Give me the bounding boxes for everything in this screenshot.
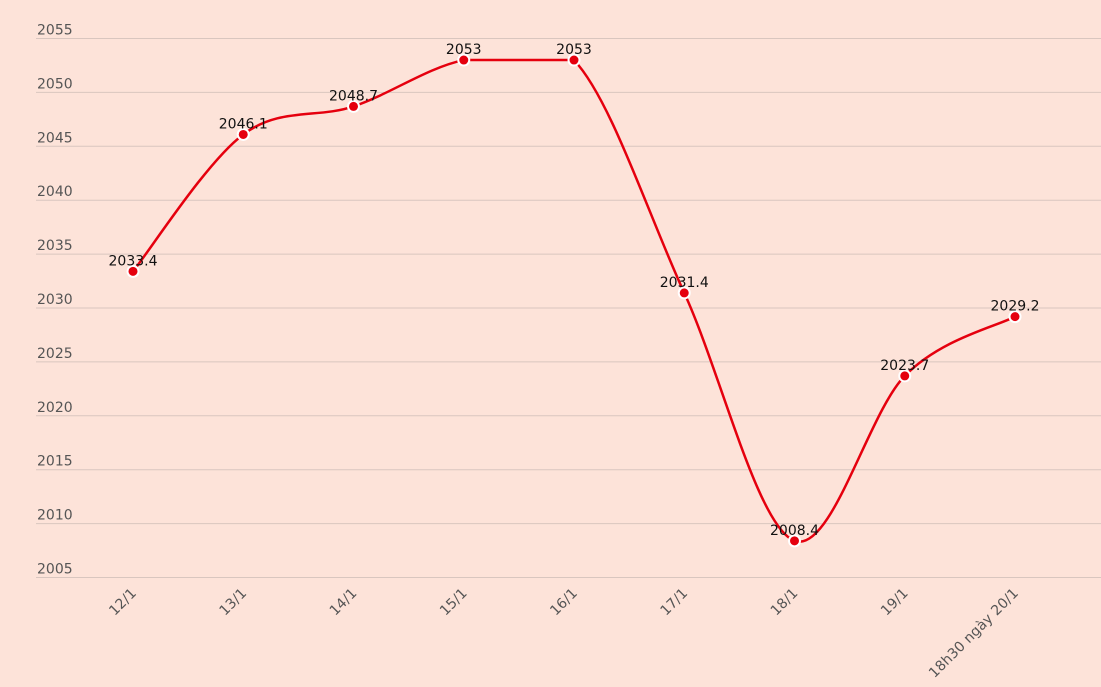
x-tick-label: 16/1 xyxy=(547,586,581,620)
data-point xyxy=(236,127,250,141)
data-label: 2053 xyxy=(446,42,482,58)
data-point xyxy=(457,53,471,67)
y-tick-label: 2045 xyxy=(37,130,73,146)
y-axis-ticks: 2005 2010 2015 2020 2025 2030 2035 2040 2045 2050… xyxy=(37,23,73,578)
x-axis-ticks: 12/1 13/1 14/1 15/1 16/1 17/1 18/1 19/1 18h30 ng… xyxy=(106,586,1022,682)
data-label: 2029.2 xyxy=(991,299,1040,315)
data-label: 2023.7 xyxy=(880,358,929,374)
x-tick-label: 18/1 xyxy=(768,586,802,620)
data-point xyxy=(677,286,691,300)
x-tick-label: 17/1 xyxy=(658,586,692,620)
data-point xyxy=(1008,310,1022,324)
data-point xyxy=(898,369,912,383)
x-tick-label: 18h30 ngày 20/1 xyxy=(926,586,1022,682)
y-tick-label: 2030 xyxy=(37,292,73,308)
grid-lines xyxy=(36,38,1101,578)
x-tick-label: 19/1 xyxy=(878,586,912,620)
data-label: 2046.1 xyxy=(219,116,268,132)
data-label: 2048.7 xyxy=(329,88,378,104)
x-tick-label: 15/1 xyxy=(437,586,471,620)
data-point xyxy=(347,99,360,113)
x-tick-label: 13/1 xyxy=(217,586,251,620)
y-tick-label: 2010 xyxy=(37,508,73,524)
data-points xyxy=(126,53,1022,548)
x-tick-label: 14/1 xyxy=(327,586,361,620)
series-line xyxy=(132,58,1016,543)
y-tick-label: 2015 xyxy=(37,454,73,470)
data-label: 2053 xyxy=(556,42,592,58)
y-tick-label: 2055 xyxy=(37,23,73,39)
x-tick-label: 12/1 xyxy=(106,586,140,620)
data-labels: 2033.4 2046.1 2048.7 2053 2053 2031.4 2008.4 20… xyxy=(109,42,1040,539)
data-label: 2033.4 xyxy=(109,253,158,269)
y-tick-label: 2005 xyxy=(37,562,73,578)
data-point xyxy=(788,534,801,548)
data-point xyxy=(567,53,581,67)
data-label: 2031.4 xyxy=(660,275,709,291)
y-tick-label: 2040 xyxy=(37,184,73,200)
y-tick-label: 2020 xyxy=(37,400,73,416)
data-point xyxy=(126,264,140,278)
data-label: 2008.4 xyxy=(770,523,819,539)
y-tick-label: 2025 xyxy=(37,346,73,362)
y-tick-label: 2035 xyxy=(37,238,73,254)
y-tick-label: 2050 xyxy=(37,76,73,92)
